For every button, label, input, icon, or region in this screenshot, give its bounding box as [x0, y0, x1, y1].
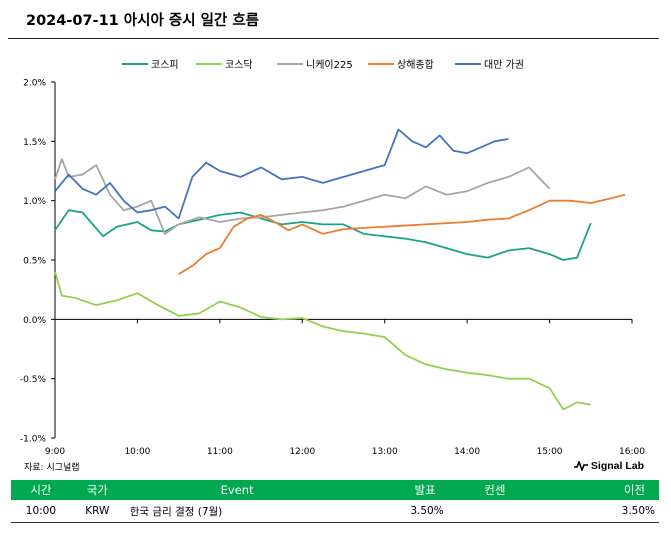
legend-label: 코스닥	[225, 59, 253, 71]
col-header-previous: 이전	[539, 480, 659, 500]
series-line	[54, 209, 592, 261]
economic-events-table: 시간 국가 Event 발표 컨센 이전 10:00 KRW 한국 금리 결정 …	[11, 480, 659, 523]
series-line	[178, 193, 626, 275]
chart-legend: 코스피 코스닥 니케이225 상해종합 대만 가권	[122, 58, 524, 71]
legend-label: 니케이225	[306, 59, 353, 71]
x-tick-label: 16:00	[619, 447, 645, 457]
cell-country: KRW	[70, 500, 124, 523]
x-tick-label: 15:00	[537, 447, 563, 457]
col-header-event: Event	[123, 480, 345, 500]
col-header-actual: 발표	[344, 480, 450, 500]
x-tick-label: 10:00	[124, 447, 150, 457]
table-row: 10:00 KRW 한국 금리 결정 (7월) 3.50% 3.50%	[11, 500, 659, 523]
title-divider	[8, 38, 659, 39]
legend-label: 코스피	[151, 59, 179, 71]
x-tick-label: 14:00	[454, 447, 480, 457]
legend-label: 대만 가권	[484, 59, 524, 71]
x-tick-label: 11:00	[207, 447, 233, 457]
x-tick-label: 13:00	[372, 447, 398, 457]
table-header-row: 시간 국가 Event 발표 컨센 이전	[11, 480, 659, 500]
x-tick-label: 12:00	[289, 447, 315, 457]
col-header-consensus: 컨센	[449, 480, 540, 500]
series-line	[54, 128, 509, 220]
legend-label: 상해종합	[397, 58, 434, 71]
series-line	[54, 158, 551, 235]
cell-time: 10:00	[11, 500, 71, 523]
cell-consensus	[449, 500, 540, 523]
cell-actual: 3.50%	[344, 500, 450, 523]
x-tick-label: 9:00	[45, 447, 65, 457]
col-header-country: 국가	[70, 480, 124, 500]
line-chart: 코스피 코스닥 니케이225 상해종합 대만 가권 2.0% 1.5% 1.0% 0.5% 0.…	[20, 58, 645, 457]
brand-name: Signal Lab	[590, 460, 645, 472]
cell-previous: 3.50%	[539, 500, 659, 523]
signal-wave-icon	[574, 461, 588, 472]
y-tick-label: 2.0%	[23, 79, 46, 89]
series-line	[54, 271, 591, 411]
y-tick-label: -1.0%	[20, 435, 47, 445]
y-tick-label: 0.0%	[23, 316, 46, 326]
y-tick-label: 1.0%	[23, 197, 46, 207]
page-title: 2024-07-11 아시아 증시 일간 흐름	[26, 13, 260, 29]
y-tick-label: 1.5%	[23, 138, 46, 148]
x-axis: 9:00 10:00 11:00 12:00 13:00 14:00 15:00 16:00	[45, 318, 645, 457]
col-header-time: 시간	[11, 480, 71, 500]
cell-event: 한국 금리 결정 (7월)	[123, 500, 345, 523]
chart-source: 자료: 시그널랩	[24, 463, 80, 473]
chart-series	[54, 128, 626, 411]
y-tick-label: 0.5%	[23, 257, 46, 267]
y-axis: 2.0% 1.5% 1.0% 0.5% 0.0% -0.5% -1.0%	[20, 79, 56, 445]
brand-logo: Signal Lab	[574, 460, 644, 472]
y-tick-label: -0.5%	[20, 375, 47, 385]
